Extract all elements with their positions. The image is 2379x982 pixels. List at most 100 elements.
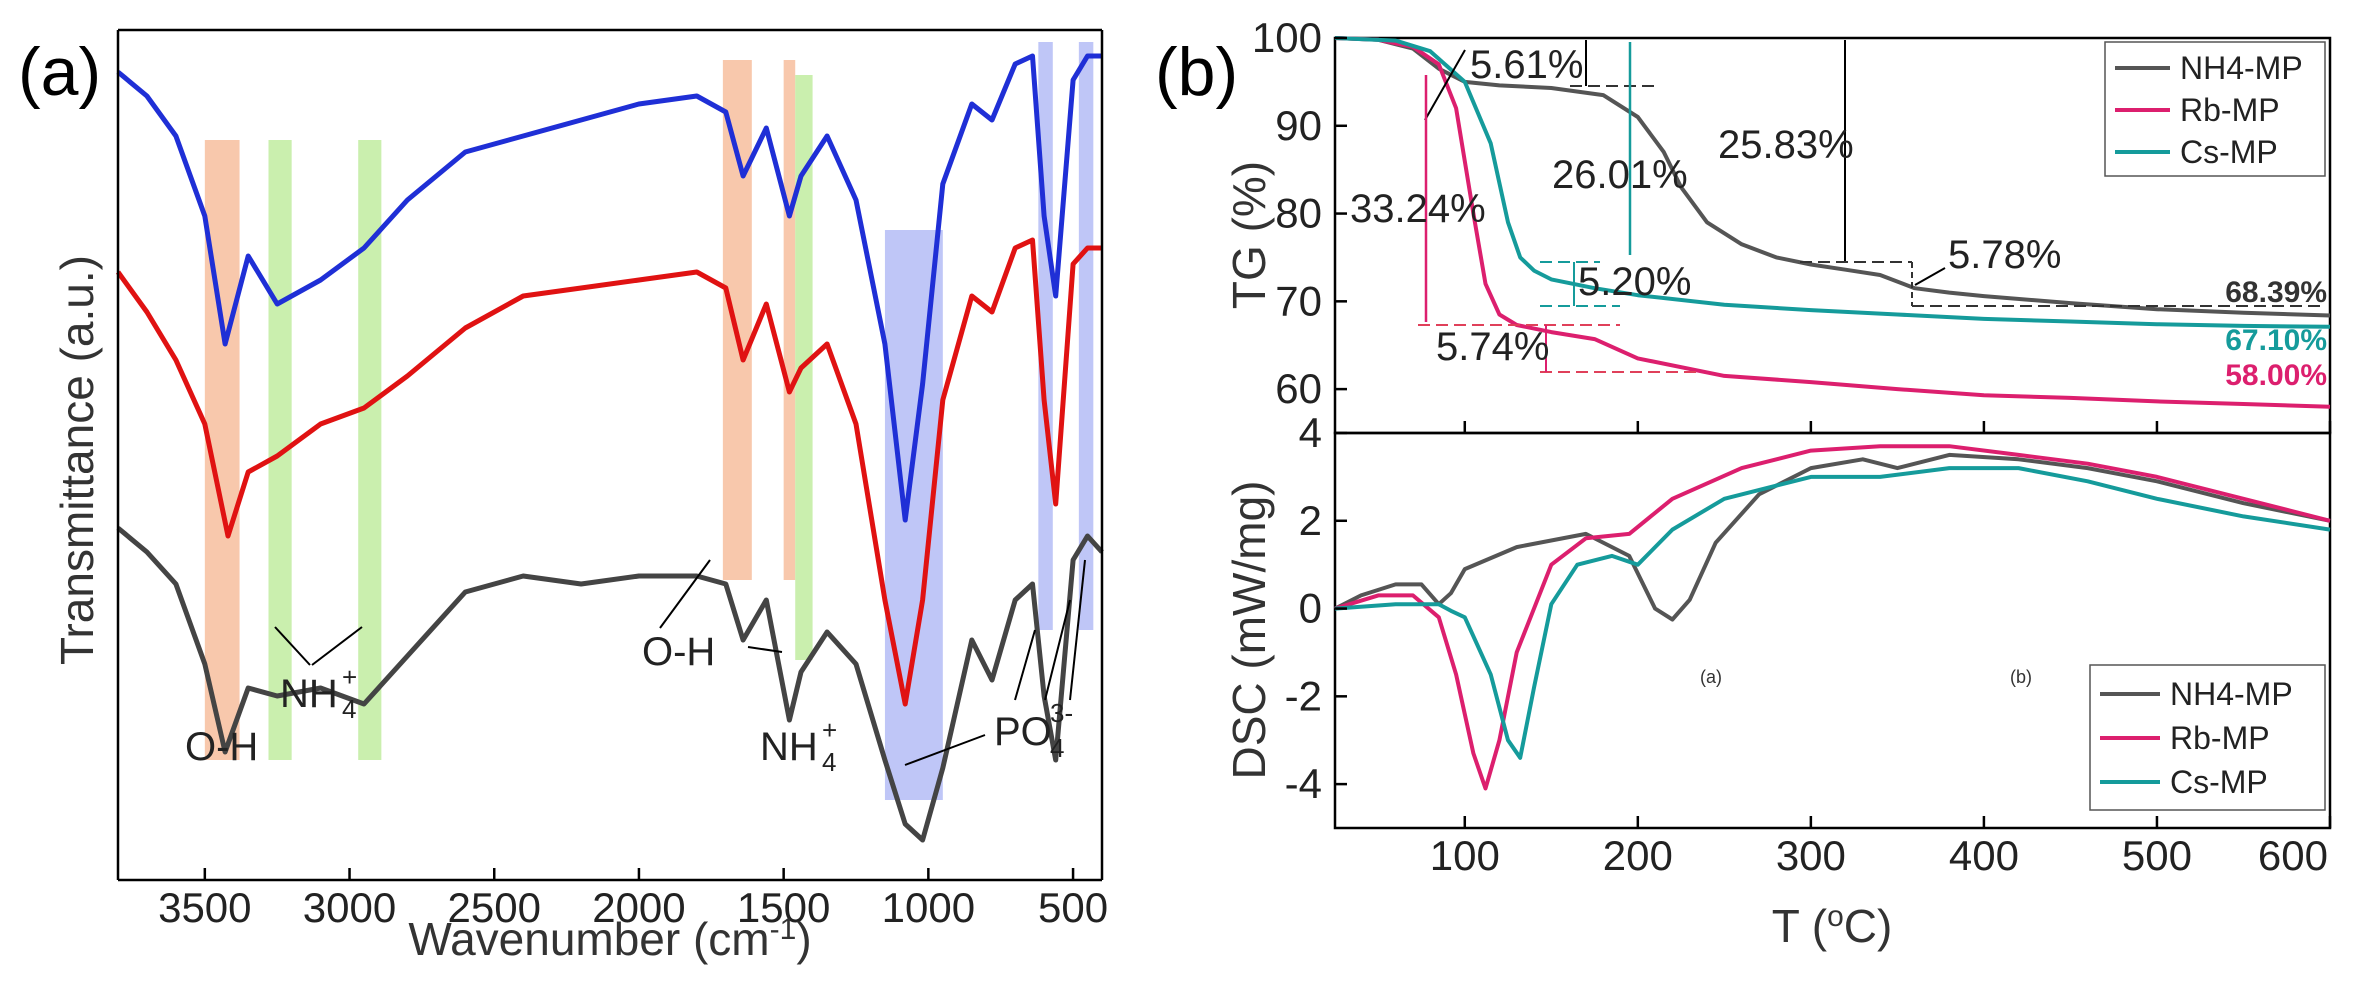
tg-y-title: TG (%) — [1223, 161, 1275, 309]
dsc-legend-nh4: NH4-MP — [2170, 676, 2293, 712]
b-ticks: 100 200 300 400 500 600 100 90 80 70 604 2 0 -2 -4 — [1252, 14, 2332, 879]
dsc-legend-cs: Cs-MP — [2170, 764, 2268, 800]
ftir-band-6 — [884, 230, 943, 800]
ftir-line-1 — [115, 237, 1102, 707]
ftir-band-8 — [1078, 42, 1094, 630]
a-xtick-label-6: 500 — [1038, 884, 1108, 931]
dsc-y-title: DSC (mW/mg) — [1223, 481, 1275, 780]
tg-legend-cs: Cs-MP — [2180, 134, 2278, 170]
ftir-band-4 — [783, 60, 796, 580]
tg-legend-rb: Rb-MP — [2180, 92, 2280, 128]
res-6710: 67.10% — [2225, 324, 2327, 357]
a-x-title-sup: -1 — [770, 913, 797, 946]
dsc-legend-rb: Rb-MP — [2170, 720, 2270, 756]
a-ann-nh4b: NH — [760, 725, 818, 769]
ftir-band-3 — [722, 60, 752, 580]
dsc-ytick-label-4: -4 — [1285, 760, 1322, 807]
b-xtick-label-5: 600 — [2258, 832, 2328, 879]
dsc-line-1 — [1334, 444, 2331, 791]
ann-574: 5.74% — [1436, 325, 1549, 369]
dsc-lines — [1334, 444, 2331, 791]
a-ann-nh4-left: NH 4 + — [280, 662, 357, 724]
tg-annotations: 5.61% 26.01% 25.83% 33.24% 5.78% 5.20% 5… — [1350, 40, 2327, 392]
b-xtick-label-4: 500 — [2122, 832, 2192, 879]
b-xtick-label-3: 400 — [1949, 832, 2019, 879]
a-ann-nh4a-sup: + — [342, 662, 357, 692]
res-5800: 58.00% — [2225, 359, 2327, 392]
dsc-line-0 — [1334, 452, 2331, 622]
a-arrow-nh2 — [311, 626, 363, 666]
b-x-title: T (oC) — [1772, 900, 1893, 952]
tg-ytick-label-2: 80 — [1275, 190, 1322, 237]
a-arrow-po4 — [1069, 559, 1086, 701]
tg-legend: NH4-MP Rb-MP Cs-MP — [2104, 41, 2326, 177]
a-xtick-label-3: 2000 — [592, 884, 685, 931]
dsc-frame — [1333, 431, 2332, 830]
a-ann-po4-sup: 3- — [1050, 698, 1073, 728]
a-y-title: Transmittance (a.u.) — [51, 255, 103, 665]
tg-lines — [1334, 36, 2331, 409]
a-ann-po4: PO 4 3- — [994, 698, 1073, 763]
a-xtick-label-2: 2500 — [448, 884, 541, 931]
tg-ytick-label-0: 100 — [1252, 14, 1322, 61]
b-x-title-sup: o — [1827, 900, 1844, 933]
tg-ytick-label-3: 70 — [1275, 277, 1322, 324]
ann-578-pointer — [1914, 267, 1946, 286]
a-ann-po4-sub: 4 — [1050, 733, 1064, 763]
ann-578: 5.78% — [1948, 233, 2061, 277]
tg-ytick-label-1: 90 — [1275, 102, 1322, 149]
ftir-lines — [115, 53, 1104, 843]
tg-legend-nh4: NH4-MP — [2180, 50, 2303, 86]
panel-b-label: (b) — [1155, 34, 1238, 110]
a-ann-oh2: O-H — [642, 630, 715, 674]
b-xtick-label-0: 100 — [1430, 832, 1500, 879]
dsc-sub-b: (b) — [2010, 667, 2032, 687]
a-xtick-label-1: 3000 — [303, 884, 396, 931]
panel-a-label: (a) — [18, 34, 101, 110]
dsc-line-2 — [1334, 466, 2331, 760]
b-x-title-end: C) — [1844, 900, 1893, 952]
a-ann-nh4a: NH — [280, 672, 338, 716]
a-arrow-nh1 — [274, 626, 311, 666]
a-ann-nh4b-sup: + — [822, 715, 837, 745]
dsc-ytick-label-3: -2 — [1285, 672, 1322, 719]
ann-2601: 26.01% — [1552, 153, 1688, 197]
a-arrow-po1 — [904, 734, 986, 766]
dsc-ytick-label-0: 4 — [1299, 409, 1322, 456]
a-ann-nh4b-sub: 4 — [822, 747, 836, 777]
a-ann-nh4a-sub: 4 — [342, 694, 356, 724]
a-x-title-main: Wavenumber (cm — [408, 913, 769, 965]
panel-a: (a) 3500 3000 2500 2000 1500 1000 500 Transmit… — [18, 28, 1108, 965]
dsc-ytick-label-1: 2 — [1299, 497, 1322, 544]
a-xtick-label-4: 1500 — [737, 884, 830, 931]
b-xtick-label-1: 200 — [1603, 832, 1673, 879]
a-xtick-label-0: 3500 — [158, 884, 251, 931]
dsc-legend: NH4-MP Rb-MP Cs-MP — [2089, 664, 2326, 811]
ann-561: 5.61% — [1470, 43, 1583, 87]
ftir-line-0 — [116, 53, 1102, 523]
ann-520: 5.20% — [1578, 260, 1691, 304]
a-ann-po4-text: PO — [994, 710, 1052, 754]
a-arrow-po3 — [1044, 599, 1071, 701]
ftir-line-2 — [116, 526, 1104, 843]
a-ann-nh4-right: NH 4 + — [760, 715, 837, 777]
a-arrow-oh2b — [659, 559, 711, 629]
ftir-band-2 — [358, 140, 382, 760]
res-6839: 68.39% — [2225, 276, 2327, 309]
a-x-ticks: 3500 3000 2500 2000 1500 1000 500 — [158, 868, 1108, 931]
tg-ytick-label-4: 60 — [1275, 365, 1322, 412]
dsc-ytick-label-2: 0 — [1299, 585, 1322, 632]
ann-line-1 — [1424, 49, 1466, 121]
a-x-title: Wavenumber (cm-1) — [408, 913, 811, 965]
a-x-title-end: ) — [796, 913, 811, 965]
a-arrow-oh2 — [747, 646, 783, 653]
ann-2583: 25.83% — [1718, 123, 1854, 167]
ann-3324: 33.24% — [1350, 187, 1486, 231]
b-xtick-label-2: 300 — [1776, 832, 1846, 879]
tg-line-2 — [1334, 36, 2331, 329]
tg-line-1 — [1334, 36, 2331, 409]
panel-b: (b) 100 200 300 400 500 600 100 90 80 70 604 2 0 -2 -4… — [1155, 14, 2332, 952]
b-x-title-main: T ( — [1772, 900, 1828, 952]
a-ann-oh1: O-H — [185, 725, 258, 769]
